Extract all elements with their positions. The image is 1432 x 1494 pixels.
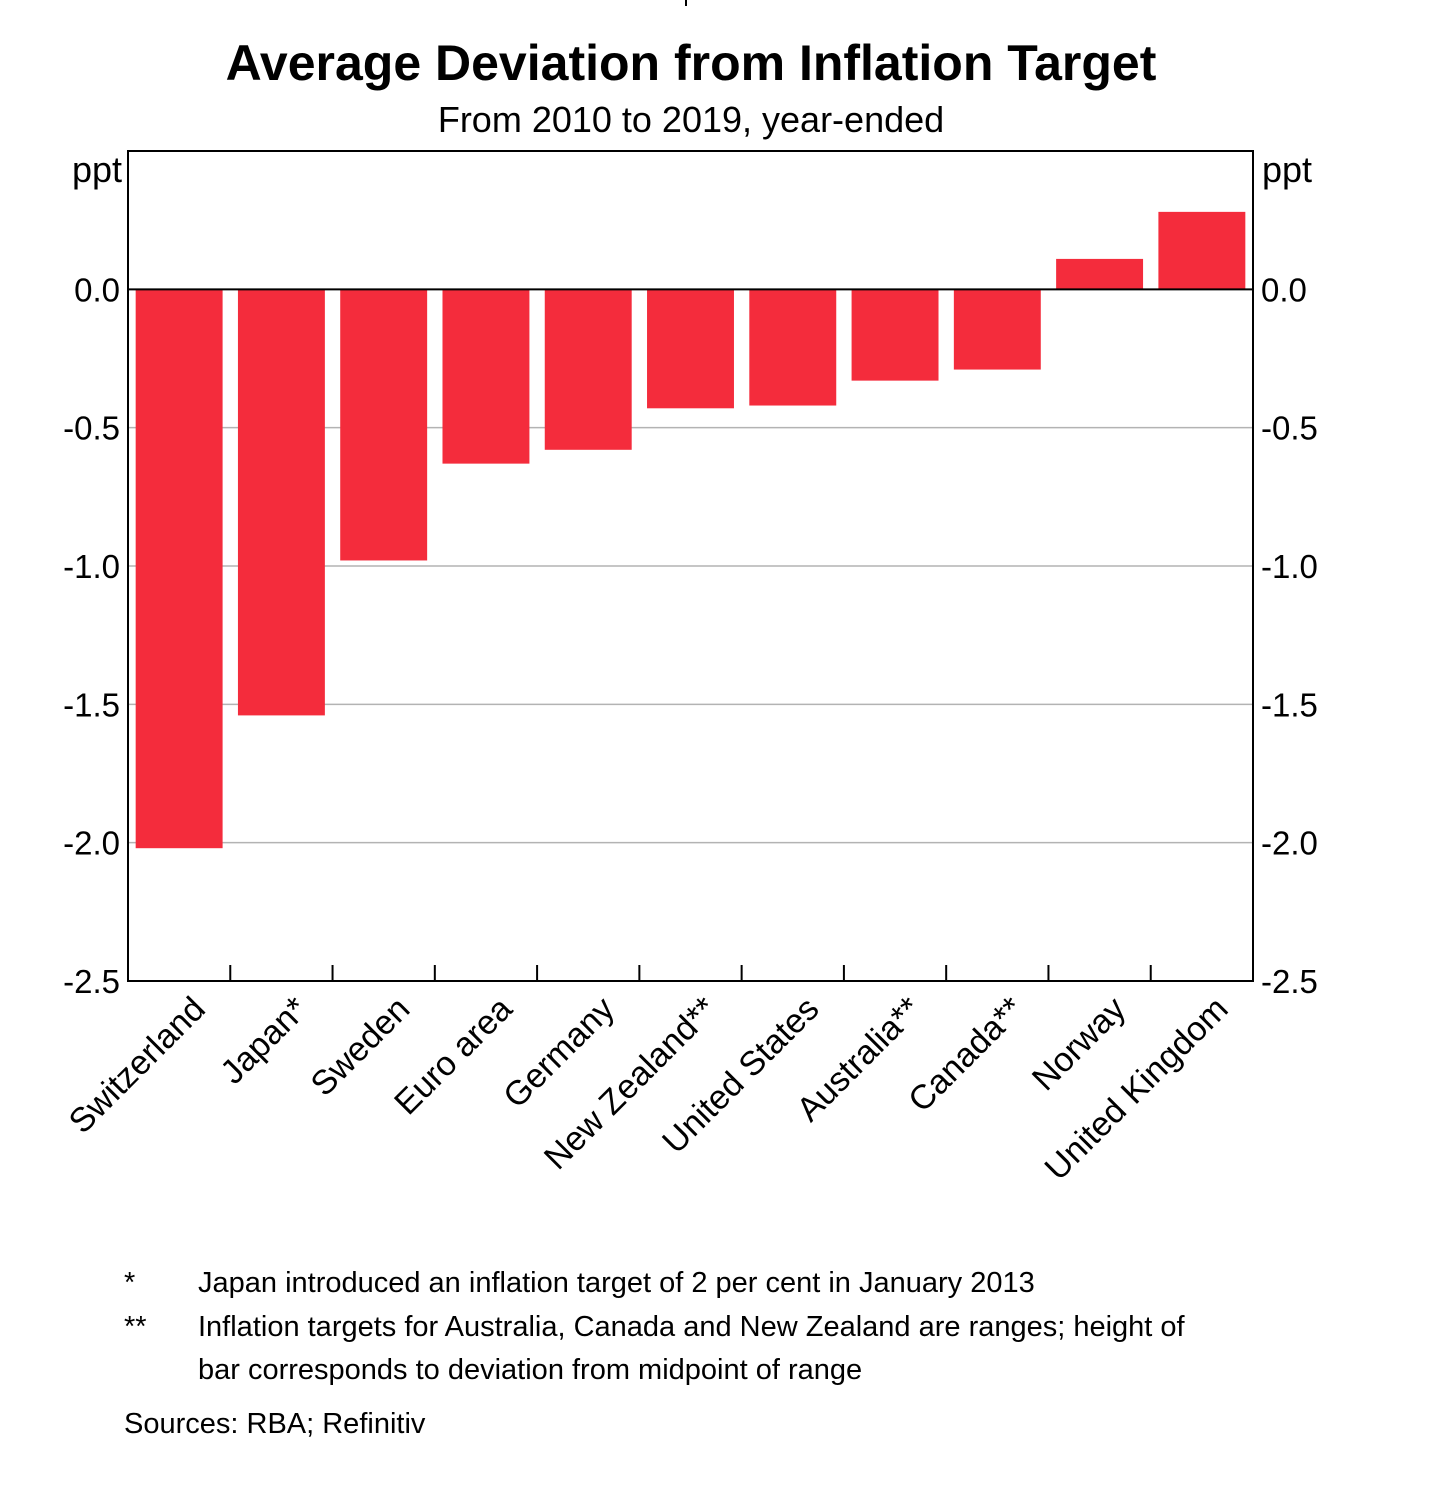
x-tick-label: Switzerland xyxy=(62,990,213,1141)
bar xyxy=(1158,211,1246,290)
y-axis-left-labels: 0.0 -0.5 -1.0 -1.5 -2.0 -2.5 xyxy=(63,271,120,1000)
footnotes: * Japan introduced an inflation target o… xyxy=(124,1262,1324,1446)
sources-line: Sources: RBA; Refinitiv xyxy=(124,1407,426,1440)
chart-subtitle: From 2010 to 2019, year-ended xyxy=(438,99,944,140)
y-tick-label-right: -2.5 xyxy=(1261,963,1318,1000)
x-tick-label: Japan* xyxy=(213,990,315,1092)
bar xyxy=(135,289,223,849)
bar-chart: Average Deviation from Inflation Target … xyxy=(62,0,1318,1188)
bar xyxy=(851,289,939,381)
bar xyxy=(647,289,734,409)
footnote-japan: * Japan introduced an inflation target o… xyxy=(124,1262,1324,1306)
footnote-mark: ** xyxy=(124,1310,147,1343)
y-tick-label-right: -2.0 xyxy=(1261,825,1318,862)
chart-title: Average Deviation from Inflation Target xyxy=(226,35,1157,91)
y-axis-right-labels: 0.0 -0.5 -1.0 -1.5 -2.0 -2.5 xyxy=(1261,271,1318,1000)
footnote-text: Inflation targets for Australia, Canada … xyxy=(198,1310,1185,1387)
bar xyxy=(1056,258,1144,290)
y-tick-label-left: -0.5 xyxy=(63,410,120,447)
y-tick-label-left: -2.5 xyxy=(63,963,120,1000)
x-tick-label: United Kingdom xyxy=(1038,990,1236,1188)
footnote-mark: * xyxy=(124,1267,136,1299)
y-tick-label-right: -1.0 xyxy=(1261,548,1318,585)
y-axis-unit-left: ppt xyxy=(72,149,122,190)
bar xyxy=(544,289,632,450)
y-tick-label-right: -1.5 xyxy=(1261,686,1318,723)
bar xyxy=(340,289,428,561)
y-tick-label-left: -1.5 xyxy=(63,686,120,723)
y-tick-label-left: 0.0 xyxy=(74,271,120,308)
x-axis-ticks xyxy=(229,965,1152,981)
bar xyxy=(749,289,837,406)
y-tick-label-right: 0.0 xyxy=(1261,271,1307,308)
bar xyxy=(953,289,1041,370)
y-tick-label-left: -2.0 xyxy=(63,825,120,862)
bars xyxy=(135,211,1246,849)
bar xyxy=(442,289,530,464)
y-tick-label-right: -0.5 xyxy=(1261,410,1318,447)
plot-frame xyxy=(127,150,1254,982)
footnote-ranges: ** Inflation targets for Australia, Cana… xyxy=(124,1306,1324,1393)
y-axis-unit-right: ppt xyxy=(1262,149,1312,190)
footnote-text: Japan introduced an inflation target of … xyxy=(198,1267,1035,1299)
bar xyxy=(237,289,325,716)
x-tick-label: New Zealand** xyxy=(537,990,724,1177)
y-tick-label-left: -1.0 xyxy=(63,548,120,585)
